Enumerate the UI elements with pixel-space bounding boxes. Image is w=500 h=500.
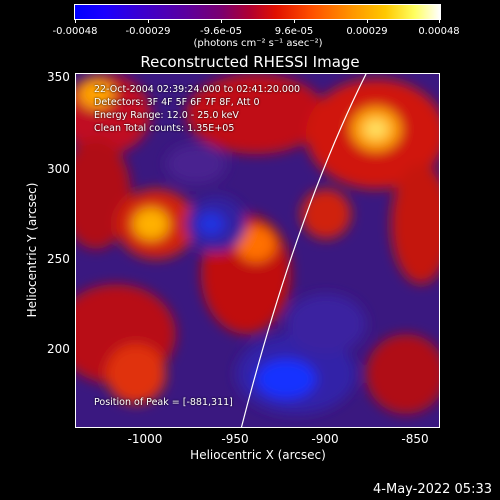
colorbar-tick-label: 0.00048 [418,26,460,37]
x-tick-label: -950 [221,432,249,446]
plot-title: Reconstructed RHESSI Image [140,53,360,71]
y-tick-label: 300 [47,162,70,176]
colorbar-tick-mark [221,19,222,23]
colorbar [74,4,441,20]
x-tick-label: -900 [311,432,339,446]
colorbar-tick-label: 9.6e-05 [274,26,314,37]
footer-date: 4-May-2022 05:33 [373,482,492,497]
colorbar-tick-mark [75,19,76,23]
x-tick-label: -850 [401,432,429,446]
info-time-range: 22-Oct-2004 02:39:24.000 to 02:41:20.000 [94,84,301,95]
y-tick-label: 350 [47,70,70,84]
colorbar-tick-mark [148,19,149,23]
colorbar-tick-mark [439,19,440,23]
x-tick-label: -1000 [127,432,163,446]
colorbar-tick-label: -0.00029 [125,26,171,37]
colorbar-tick-label: -9.6e-05 [200,26,242,37]
colorbar-tick-mark [367,19,368,23]
y-tick-label: 250 [47,252,70,266]
colorbar-units: (photons cm⁻² s⁻¹ asec⁻²) [193,38,323,49]
colorbar-tick-mark [294,19,295,23]
info-energy-range: Energy Range: 12.0 - 25.0 keV [94,110,239,121]
info-detectors: Detectors: 3F 4F 5F 6F 7F 8F, Att 0 [94,97,260,108]
y-tick-label: 200 [47,342,70,356]
heatmap-image [76,74,439,427]
colorbar-tick-label: -0.00048 [52,26,98,37]
colorbar-tick-label: 0.00029 [346,26,388,37]
image-plot: 22-Oct-2004 02:39:24.000 to 02:41:20.000… [75,73,440,428]
info-peak-position: Position of Peak = [-881,311] [94,397,233,408]
x-axis-label: Heliocentric X (arcsec) [190,448,326,462]
y-axis-label: Heliocentric Y (arcsec) [25,182,39,318]
info-method: Clean Total counts: 1.35E+05 [94,123,235,134]
